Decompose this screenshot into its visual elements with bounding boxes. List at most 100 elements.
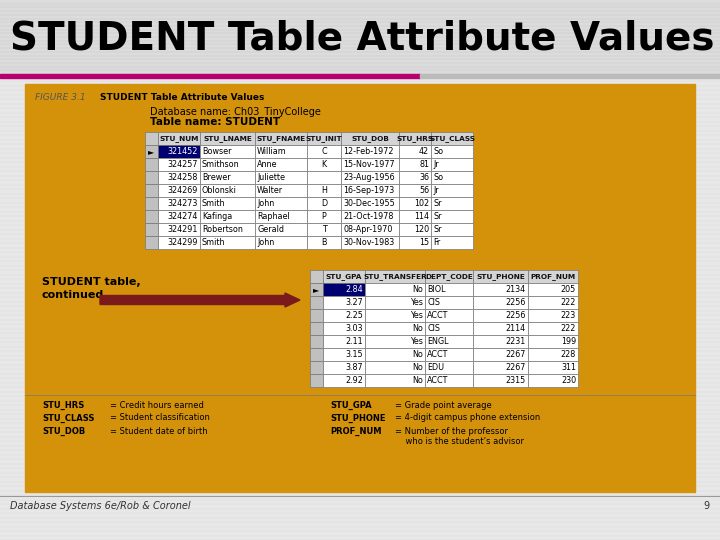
Bar — [425, 361, 473, 374]
Text: No: No — [412, 285, 423, 294]
Text: Robertson: Robertson — [202, 225, 243, 234]
Bar — [255, 145, 307, 158]
Text: 223: 223 — [561, 311, 576, 320]
Text: 08-Apr-1970: 08-Apr-1970 — [343, 225, 392, 234]
Bar — [307, 132, 341, 145]
Bar — [365, 270, 425, 283]
Bar — [473, 270, 528, 283]
Text: P: P — [322, 212, 326, 221]
Bar — [323, 270, 365, 283]
Bar — [200, 236, 255, 249]
Bar — [341, 210, 399, 223]
Bar — [158, 171, 200, 184]
Bar — [200, 210, 255, 223]
Text: CIS: CIS — [427, 298, 440, 307]
Text: B: B — [321, 238, 327, 247]
Bar — [399, 210, 431, 223]
Bar — [323, 374, 365, 387]
Text: 16-Sep-1973: 16-Sep-1973 — [343, 186, 395, 195]
Text: No: No — [412, 376, 423, 385]
Bar — [200, 223, 255, 236]
Bar — [425, 335, 473, 348]
Bar — [255, 132, 307, 145]
Text: No: No — [412, 350, 423, 359]
Text: Juliette: Juliette — [257, 173, 285, 182]
Bar — [310, 296, 323, 309]
Text: 228: 228 — [561, 350, 576, 359]
Bar — [431, 236, 473, 249]
Text: 21-Oct-1978: 21-Oct-1978 — [343, 212, 393, 221]
Text: Sr: Sr — [433, 212, 441, 221]
Text: 36: 36 — [419, 173, 429, 182]
Bar — [145, 236, 158, 249]
Bar — [528, 361, 578, 374]
Bar — [341, 197, 399, 210]
Bar — [528, 335, 578, 348]
Bar — [425, 283, 473, 296]
Bar — [255, 236, 307, 249]
Bar — [420, 74, 720, 78]
Bar — [0, 0, 720, 75]
Text: Brewer: Brewer — [202, 173, 230, 182]
Bar — [399, 197, 431, 210]
Text: Smithson: Smithson — [202, 160, 240, 169]
Text: ►: ► — [148, 147, 155, 156]
Bar — [310, 361, 323, 374]
Text: Yes: Yes — [410, 311, 423, 320]
Bar — [425, 296, 473, 309]
Bar — [307, 223, 341, 236]
Bar — [399, 236, 431, 249]
Bar — [307, 158, 341, 171]
Bar — [323, 283, 365, 296]
Text: BIOL: BIOL — [427, 285, 446, 294]
Bar — [255, 171, 307, 184]
Bar — [365, 374, 425, 387]
Text: STU_DOB: STU_DOB — [42, 427, 85, 436]
Text: 2.92: 2.92 — [345, 376, 363, 385]
Text: 2134: 2134 — [506, 285, 526, 294]
Bar — [365, 335, 425, 348]
Text: STUDENT table,: STUDENT table, — [42, 277, 140, 287]
Bar — [145, 158, 158, 171]
Bar — [528, 309, 578, 322]
Bar — [431, 223, 473, 236]
Bar — [25, 84, 695, 492]
Bar — [145, 223, 158, 236]
Bar — [307, 145, 341, 158]
Text: Anne: Anne — [257, 160, 277, 169]
Bar — [399, 158, 431, 171]
Bar — [323, 296, 365, 309]
Bar — [528, 348, 578, 361]
Bar — [528, 322, 578, 335]
Bar — [528, 374, 578, 387]
Text: 2256: 2256 — [505, 298, 526, 307]
Text: ACCT: ACCT — [427, 376, 449, 385]
Text: STUDENT Table Attribute Values: STUDENT Table Attribute Values — [100, 93, 264, 103]
Bar — [431, 145, 473, 158]
Text: T: T — [322, 225, 326, 234]
Bar — [323, 335, 365, 348]
Text: 114: 114 — [414, 212, 429, 221]
Bar — [145, 145, 158, 158]
Bar — [399, 171, 431, 184]
Text: who is the student’s advisor: who is the student’s advisor — [395, 437, 524, 447]
Bar — [425, 322, 473, 335]
Bar — [255, 158, 307, 171]
Text: Database Systems 6e/Rob & Coronel: Database Systems 6e/Rob & Coronel — [10, 501, 191, 511]
Bar — [399, 145, 431, 158]
Text: C: C — [321, 147, 327, 156]
Text: 81: 81 — [419, 160, 429, 169]
Text: Sr: Sr — [433, 225, 441, 234]
Bar — [323, 322, 365, 335]
Bar — [200, 197, 255, 210]
Text: 230: 230 — [561, 376, 576, 385]
Text: Sr: Sr — [433, 199, 441, 208]
Bar — [255, 197, 307, 210]
Text: Jr: Jr — [433, 160, 438, 169]
Bar — [365, 361, 425, 374]
Bar — [473, 296, 528, 309]
Bar — [158, 132, 200, 145]
Text: 205: 205 — [561, 285, 576, 294]
Text: Table name: STUDENT: Table name: STUDENT — [150, 117, 280, 127]
Bar — [431, 184, 473, 197]
